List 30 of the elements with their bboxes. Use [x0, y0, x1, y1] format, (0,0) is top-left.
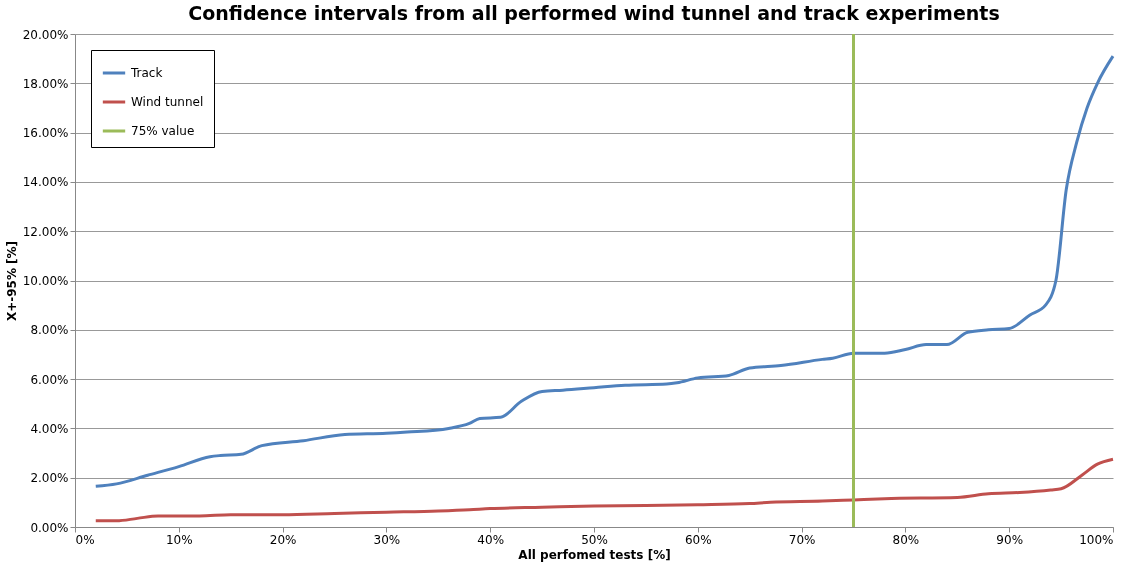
- x-tick-label: 10%: [165, 532, 193, 547]
- y-axis-title: X+-95% [%]: [4, 240, 19, 322]
- y-tick-label: 6.00%: [30, 372, 69, 387]
- y-tick-label: 20.00%: [22, 27, 69, 42]
- x-tick-label: 100%: [1079, 532, 1114, 547]
- x-tick-label: 50%: [581, 532, 608, 547]
- x-tick-label: 90%: [996, 532, 1024, 547]
- legend-label: Track: [130, 66, 163, 80]
- y-tick-label: 14.00%: [22, 175, 69, 190]
- y-tick-label: 4.00%: [30, 421, 69, 436]
- y-tick-label: 0.00%: [30, 520, 69, 535]
- x-tick-label: 0%: [75, 532, 95, 547]
- x-tick-label: 30%: [373, 532, 401, 547]
- x-tick-label: 80%: [892, 532, 920, 547]
- y-tick-label: 10.00%: [22, 274, 69, 288]
- x-tick-label: 40%: [477, 532, 505, 547]
- chart-title: Confidence intervals from all performed wind tunnel and track experiments: [188, 2, 1000, 24]
- x-axis-title: All perfomed tests [%]: [518, 547, 671, 562]
- x-tick-label: 70%: [788, 532, 816, 547]
- y-tick-label: 18.00%: [22, 76, 69, 91]
- y-tick-label: 8.00%: [30, 323, 69, 338]
- y-tick-label: 16.00%: [22, 126, 69, 141]
- x-tick-label: 60%: [684, 532, 712, 547]
- line-series: [94, 457, 1115, 523]
- y-tick-label: 2.00%: [30, 471, 69, 486]
- legend-label: 75% value: [131, 124, 195, 138]
- y-tick-label: 12.00%: [22, 224, 69, 239]
- legend-label: Wind tunnel: [131, 95, 204, 109]
- x-tick-label: 20%: [269, 532, 297, 547]
- line-series: [94, 54, 1115, 488]
